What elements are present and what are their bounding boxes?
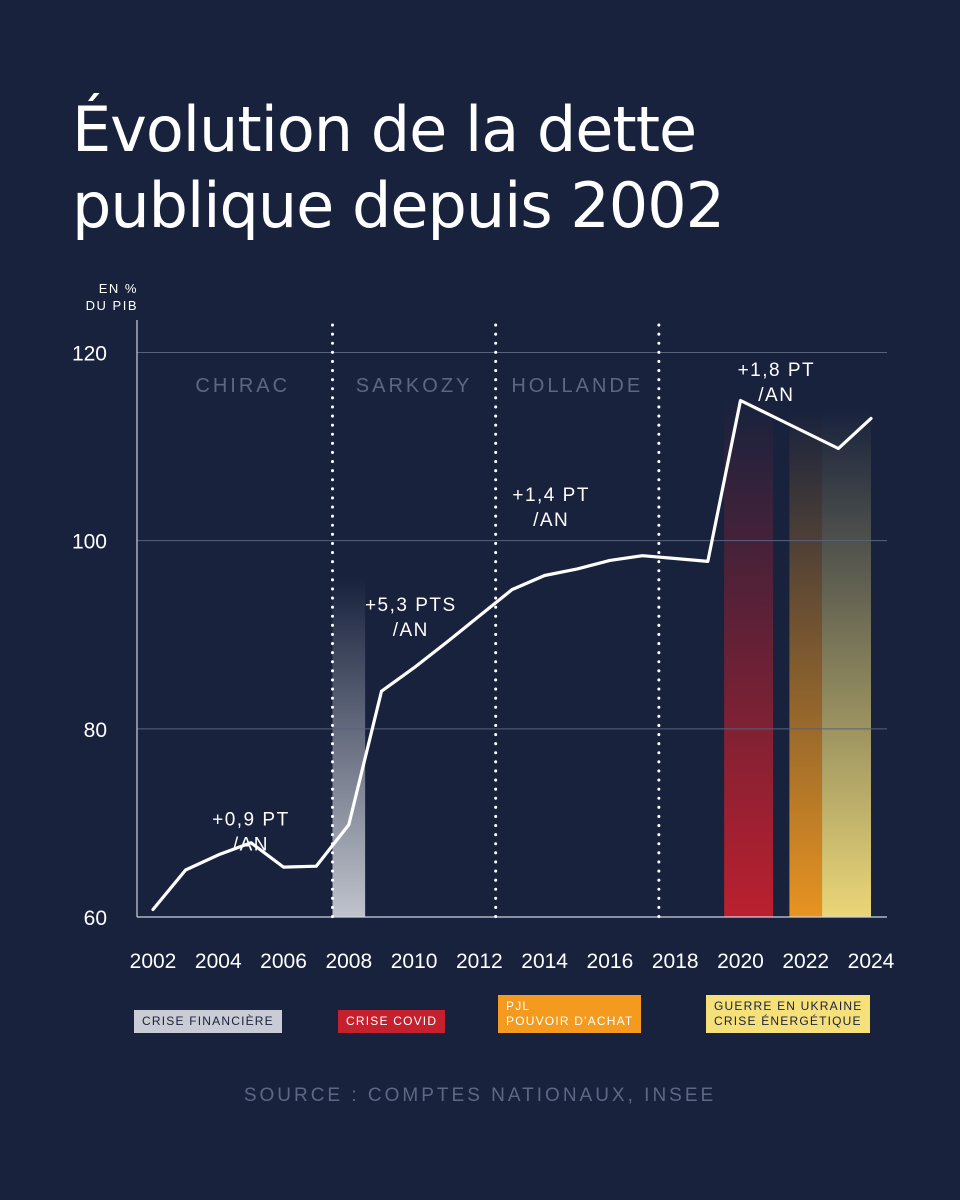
legend-label: CRISE COVID	[346, 1014, 438, 1028]
debt-series-line	[151, 398, 873, 912]
growth-annotation: +5,3 PTS/AN	[365, 595, 457, 641]
legend-label: POUVOIR D'ACHAT	[506, 1014, 634, 1028]
annotation-line: +1,4 PT	[512, 485, 590, 506]
legend-crise-covid: CRISE COVID	[338, 1010, 446, 1033]
legend-crise-financiere: CRISE FINANCIÈRE	[134, 1010, 282, 1033]
period-label: SARKOZY	[356, 375, 473, 397]
unit-line-1: EN %	[98, 281, 138, 296]
y-tick-label: 60	[84, 907, 107, 930]
title-line-1: Évolution de la dette	[72, 93, 697, 166]
x-tick-label: 2004	[195, 950, 242, 973]
y-tick-label: 100	[72, 531, 107, 554]
annotation-line: /AN	[758, 385, 794, 406]
x-tick-label: 2020	[717, 950, 764, 973]
crisis-band	[724, 399, 774, 918]
legend-label: CRISE FINANCIÈRE	[142, 1014, 274, 1028]
annotation-line: /AN	[393, 620, 429, 641]
growth-annotation: +1,8 PT/AN	[738, 360, 816, 406]
source-note: SOURCE : COMPTES NATIONAUX, INSEE	[243, 1085, 717, 1106]
x-tick-label: 2016	[587, 950, 634, 973]
annotation-line: +1,8 PT	[738, 360, 816, 381]
legend-label: CRISE ÉNERGÉTIQUE	[714, 1014, 862, 1028]
x-tick-label: 2006	[260, 950, 307, 973]
x-tick-label: 2018	[652, 950, 699, 973]
x-tick-label: 2024	[848, 950, 895, 973]
legend-pjl-pouvoir-achat: PJL POUVOIR D'ACHAT	[498, 995, 642, 1033]
y-tick-label: 80	[84, 719, 107, 742]
annotation-line: /AN	[533, 510, 569, 531]
growth-annotation: +0,9 PT/AN	[212, 810, 290, 856]
crisis-band	[332, 578, 366, 917]
crisis-band	[822, 408, 871, 917]
chart-title: Évolution de la dette publique depuis 20…	[72, 92, 912, 244]
period-label: CHIRAC	[195, 375, 290, 397]
x-tick-label: 2022	[782, 950, 829, 973]
x-tick-label: 2010	[391, 950, 438, 973]
unit-line-2: DU PIB	[85, 298, 138, 313]
annotation-line: +0,9 PT	[212, 810, 290, 831]
x-tick-label: 2008	[325, 950, 372, 973]
x-tick-label: 2002	[130, 950, 177, 973]
crisis-band	[789, 408, 823, 917]
legend-guerre-ukraine: GUERRE EN UKRAINE CRISE ÉNERGÉTIQUE	[706, 995, 871, 1033]
annotation-line: +5,3 PTS	[365, 595, 457, 616]
annotation-line: /AN	[233, 835, 269, 856]
x-tick-label: 2012	[456, 950, 503, 973]
title-line-2: publique depuis 2002	[72, 169, 725, 242]
legend-label: GUERRE EN UKRAINE	[714, 999, 863, 1013]
y-axis-unit: EN % DU PIB	[60, 280, 138, 314]
x-tick-label: 2014	[521, 950, 568, 973]
legend-label: PJL	[506, 999, 531, 1013]
period-label: HOLLANDE	[511, 375, 643, 397]
growth-annotation: +1,4 PT/AN	[512, 485, 590, 531]
y-tick-label: 120	[72, 343, 107, 366]
